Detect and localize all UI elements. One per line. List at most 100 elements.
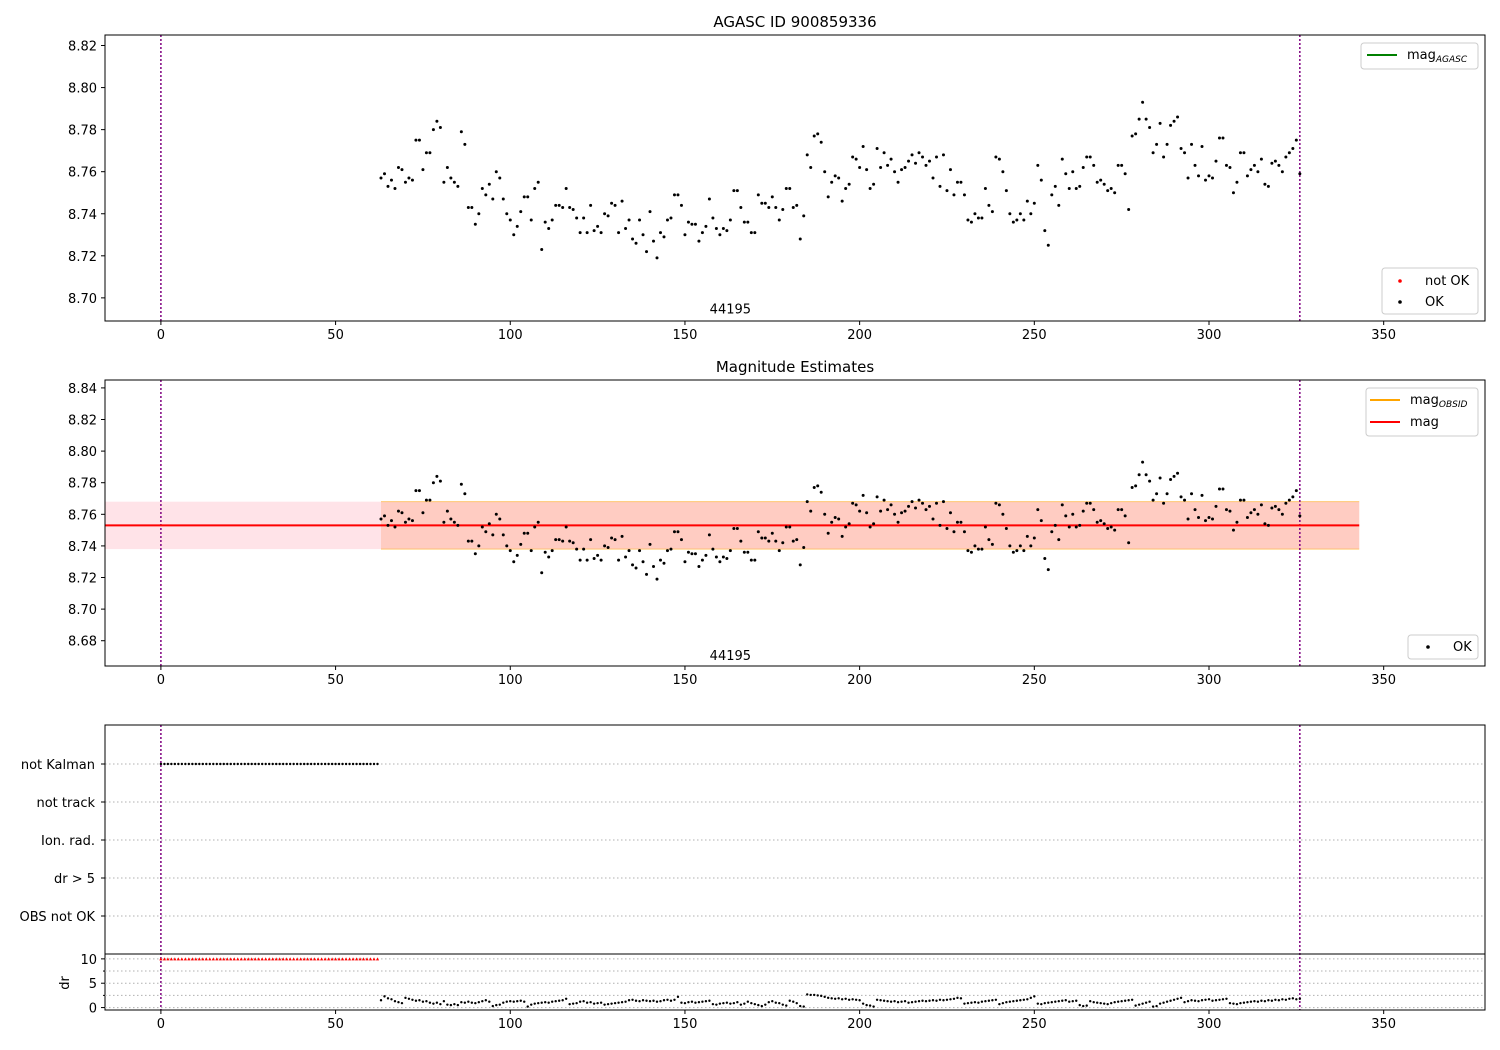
- p1-point-6: [400, 168, 404, 172]
- dr-point-158: [931, 999, 935, 1002]
- dr-point-147: [893, 1000, 896, 1003]
- dr-point-153: [914, 1000, 917, 1003]
- dr-point-228: [1176, 997, 1179, 1000]
- dr-point-82: [666, 998, 669, 1001]
- p1-point-166: [959, 180, 963, 184]
- p2-point-257: [1277, 508, 1281, 512]
- dr-point-198: [1071, 1000, 1074, 1003]
- dr-clipped-21: [232, 957, 236, 961]
- p2-point-120: [798, 563, 802, 567]
- p2-point-62: [596, 553, 600, 557]
- flag-point-7: [184, 762, 187, 766]
- dr-point-181: [1012, 1000, 1015, 1003]
- p1-point-191: [1046, 243, 1050, 247]
- dr-point-89: [690, 1000, 694, 1003]
- dr-point-189: [1040, 1002, 1043, 1006]
- p1-point-56: [575, 216, 579, 220]
- p1-point-109: [760, 201, 764, 205]
- p2-ytick-label-8.84: 8.84: [68, 382, 97, 397]
- flag-point-39: [295, 762, 299, 766]
- dr-point-111: [767, 1001, 770, 1004]
- flag-label-4: OBS not OK: [20, 910, 96, 925]
- p2-point-25: [466, 539, 470, 543]
- p1-point-98: [721, 226, 725, 230]
- p1-point-141: [872, 182, 876, 186]
- p2-point-36: [505, 544, 509, 548]
- dr-point-143: [879, 999, 882, 1002]
- dr-point-94: [708, 999, 711, 1002]
- p2-point-181: [1011, 550, 1015, 554]
- dr-point-237: [1207, 998, 1211, 1001]
- p2-point-135: [851, 501, 855, 505]
- p2-point-1: [382, 514, 386, 518]
- dr-point-202: [1085, 1004, 1088, 1007]
- p2-point-113: [774, 539, 778, 543]
- dr-point-195: [1061, 999, 1064, 1002]
- p2-point-69: [620, 534, 624, 538]
- p1-point-46: [540, 248, 544, 251]
- p2-point-145: [886, 508, 890, 512]
- p2-point-131: [837, 517, 841, 521]
- dr-point-102: [736, 1001, 739, 1004]
- flag-point-53: [344, 762, 348, 766]
- p2-point-70: [624, 555, 628, 559]
- p1-point-163: [948, 168, 952, 172]
- p2-point-198: [1071, 512, 1075, 516]
- p2-point-60: [589, 538, 593, 542]
- p2-point-13: [424, 498, 428, 502]
- p2-point-260: [1287, 498, 1291, 502]
- p1-point-121: [802, 214, 806, 218]
- p1-point-218: [1141, 100, 1145, 104]
- dr-point-48: [547, 1001, 550, 1004]
- p2-point-199: [1074, 525, 1078, 529]
- dr-clipped-12: [201, 957, 205, 961]
- p2-ytick-label-8.76: 8.76: [68, 508, 97, 523]
- p1-point-258: [1280, 170, 1284, 174]
- dr-point-245: [1235, 1002, 1239, 1006]
- p1-point-185: [1025, 199, 1029, 203]
- p3-xtick-label-200: 200: [847, 1017, 872, 1032]
- p1-point-119: [795, 203, 799, 207]
- dr-point-44: [533, 1002, 536, 1005]
- dr-clipped-20: [229, 957, 233, 961]
- dr-point-43: [530, 1003, 533, 1006]
- p2-point-117: [788, 525, 792, 529]
- dr-point-7: [404, 996, 407, 1000]
- p1-point-68: [617, 231, 621, 235]
- dr-point-13: [425, 1000, 428, 1003]
- p2-point-111: [767, 539, 771, 543]
- p1-point-26: [470, 205, 474, 209]
- dr-clipped-31: [267, 957, 271, 961]
- p1-point-57: [578, 231, 582, 235]
- p2-point-114: [777, 549, 781, 553]
- flag-point-14: [208, 762, 212, 766]
- p2-point-231: [1186, 517, 1190, 521]
- dr-point-262: [1295, 998, 1298, 1001]
- p2-point-66: [610, 536, 614, 540]
- dr-point-261: [1291, 997, 1295, 1000]
- p2-point-16: [435, 474, 439, 478]
- dr-point-215: [1130, 998, 1134, 1001]
- p3-xtick-label-0: 0: [157, 1017, 165, 1032]
- dr-point-16: [435, 1001, 439, 1004]
- p2-point-86: [679, 538, 683, 542]
- p1-point-180: [1008, 212, 1012, 216]
- dr-point-21: [453, 1002, 456, 1006]
- p2-point-188: [1036, 508, 1040, 512]
- p2-point-91: [697, 564, 701, 568]
- p2-point-89: [690, 552, 694, 556]
- p1-point-198: [1071, 170, 1075, 174]
- dr-point-53: [564, 997, 568, 1000]
- flag-point-18: [222, 762, 225, 766]
- dr-point-76: [645, 999, 648, 1002]
- dr-point-243: [1228, 1001, 1232, 1005]
- p1-point-73: [634, 241, 638, 245]
- p1-point-116: [784, 187, 788, 191]
- flag-point-6: [180, 762, 184, 766]
- p1-point-193: [1053, 184, 1057, 188]
- dr-point-186: [1029, 996, 1033, 1000]
- flag-label-3: dr > 5: [54, 872, 95, 887]
- dr-clipped-55: [351, 957, 355, 961]
- dr-point-35: [502, 1001, 505, 1004]
- dr-clipped-33: [274, 957, 278, 961]
